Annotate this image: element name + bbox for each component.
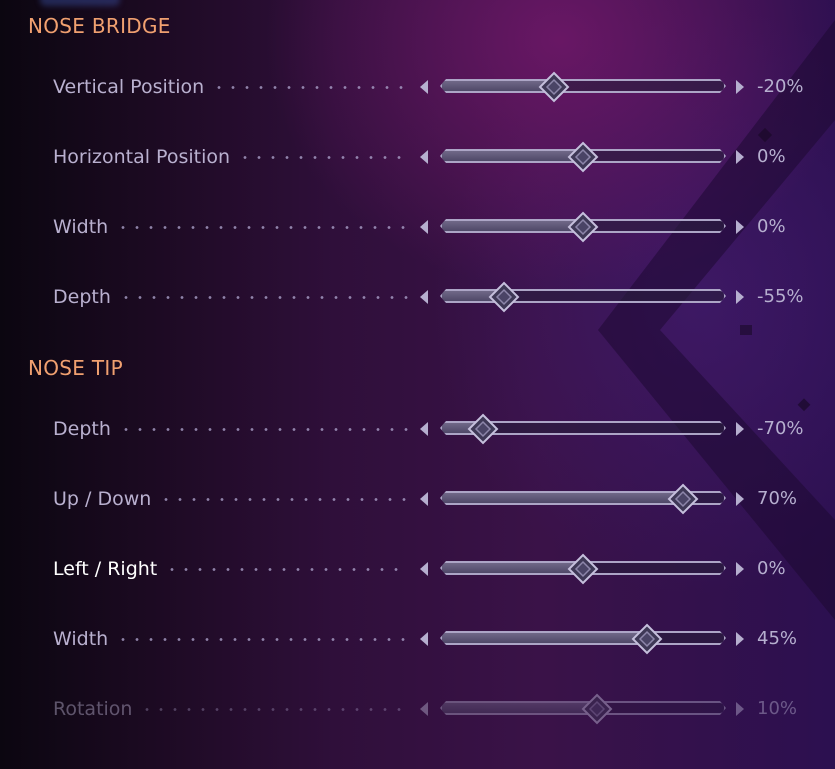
right-triangle-icon[interactable] bbox=[736, 492, 744, 506]
dot-leader bbox=[116, 638, 408, 641]
slider-label: Rotation bbox=[53, 698, 133, 720]
left-triangle-icon[interactable] bbox=[420, 562, 428, 576]
slider-row-vertical-position[interactable]: Vertical Position -20% bbox=[0, 67, 835, 107]
slider-label: Left / Right bbox=[53, 558, 158, 580]
slider-fill bbox=[442, 563, 585, 573]
left-triangle-icon[interactable] bbox=[420, 492, 428, 506]
diamond-icon[interactable] bbox=[567, 553, 599, 585]
slider-track[interactable] bbox=[440, 491, 726, 505]
diamond-icon[interactable] bbox=[631, 623, 663, 655]
dot-leader bbox=[212, 86, 408, 89]
right-triangle-icon[interactable] bbox=[736, 80, 744, 94]
slider-fill bbox=[442, 703, 599, 713]
slider-label: Horizontal Position bbox=[53, 146, 231, 168]
slider-fill bbox=[442, 423, 485, 433]
slider-value: 70% bbox=[757, 488, 798, 509]
dot-leader bbox=[140, 708, 408, 711]
diamond-icon[interactable] bbox=[538, 71, 570, 103]
slider-row-tip-width[interactable]: Width 45% bbox=[0, 619, 835, 659]
slider-value: -20% bbox=[757, 76, 804, 97]
dot-leader bbox=[119, 428, 408, 431]
slider-label: Width bbox=[53, 216, 109, 238]
slider-fill bbox=[442, 221, 585, 231]
slider-value: 45% bbox=[757, 628, 798, 649]
right-triangle-icon[interactable] bbox=[736, 702, 744, 716]
dot-leader bbox=[238, 156, 408, 159]
section-title-nose-bridge: NOSE BRIDGE bbox=[28, 14, 171, 38]
left-triangle-icon[interactable] bbox=[420, 220, 428, 234]
slider-label: Width bbox=[53, 628, 109, 650]
slider-track[interactable] bbox=[440, 79, 726, 93]
right-triangle-icon[interactable] bbox=[736, 290, 744, 304]
slider-value: -55% bbox=[757, 286, 804, 307]
diamond-icon[interactable] bbox=[567, 141, 599, 173]
left-triangle-icon[interactable] bbox=[420, 702, 428, 716]
slider-value: 10% bbox=[757, 698, 798, 719]
slider-value: 0% bbox=[757, 146, 786, 167]
slider-fill bbox=[442, 291, 506, 301]
diamond-icon[interactable] bbox=[567, 211, 599, 243]
diamond-icon[interactable] bbox=[488, 281, 520, 313]
slider-row-left-right[interactable]: Left / Right 0% bbox=[0, 549, 835, 589]
right-triangle-icon[interactable] bbox=[736, 562, 744, 576]
dot-leader bbox=[165, 568, 408, 571]
left-triangle-icon[interactable] bbox=[420, 632, 428, 646]
left-triangle-icon[interactable] bbox=[420, 290, 428, 304]
slider-track[interactable] bbox=[440, 631, 726, 645]
section-title-nose-tip: NOSE TIP bbox=[28, 356, 123, 380]
right-triangle-icon[interactable] bbox=[736, 150, 744, 164]
left-triangle-icon[interactable] bbox=[420, 150, 428, 164]
dot-leader bbox=[159, 498, 408, 501]
slider-row-tip-depth[interactable]: Depth -70% bbox=[0, 409, 835, 449]
slider-track[interactable] bbox=[440, 421, 726, 435]
right-triangle-icon[interactable] bbox=[736, 220, 744, 234]
slider-value: -70% bbox=[757, 418, 804, 439]
slider-track[interactable] bbox=[440, 701, 726, 715]
slider-fill bbox=[442, 633, 649, 643]
slider-value: 0% bbox=[757, 216, 786, 237]
top-accent bbox=[40, 0, 120, 6]
right-triangle-icon[interactable] bbox=[736, 632, 744, 646]
slider-fill bbox=[442, 493, 685, 503]
slider-row-width[interactable]: Width 0% bbox=[0, 207, 835, 247]
slider-fill bbox=[442, 81, 556, 91]
diamond-icon[interactable] bbox=[467, 413, 499, 445]
right-triangle-icon[interactable] bbox=[736, 422, 744, 436]
slider-fill bbox=[442, 151, 585, 161]
slider-row-horizontal-position[interactable]: Horizontal Position 0% bbox=[0, 137, 835, 177]
slider-row-up-down[interactable]: Up / Down 70% bbox=[0, 479, 835, 519]
background-chevron bbox=[598, 20, 835, 620]
slider-row-rotation[interactable]: Rotation 10% bbox=[0, 689, 835, 729]
slider-row-depth[interactable]: Depth -55% bbox=[0, 277, 835, 317]
slider-label: Depth bbox=[53, 418, 111, 440]
left-triangle-icon[interactable] bbox=[420, 80, 428, 94]
dot-leader bbox=[116, 226, 408, 229]
slider-label: Vertical Position bbox=[53, 76, 205, 98]
dot-leader bbox=[119, 296, 408, 299]
slider-track[interactable] bbox=[440, 289, 726, 303]
diamond-icon[interactable] bbox=[581, 693, 613, 725]
diamond-icon[interactable] bbox=[667, 483, 699, 515]
slider-label: Depth bbox=[53, 286, 111, 308]
slider-value: 0% bbox=[757, 558, 786, 579]
left-triangle-icon[interactable] bbox=[420, 422, 428, 436]
slider-label: Up / Down bbox=[53, 488, 152, 510]
